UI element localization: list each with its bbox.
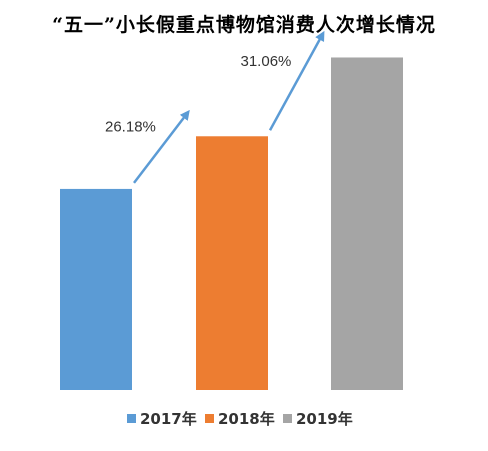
legend-swatch-2	[205, 414, 214, 423]
arrows-layer: 26.18% 31.06%	[105, 30, 325, 184]
legend-label-1: 2017年	[140, 410, 197, 428]
growth-arrow-2	[268, 30, 325, 131]
legend-swatch-1	[127, 414, 136, 423]
legend-label-3: 2019年	[296, 410, 353, 428]
growth-label-2: 31.06%	[241, 53, 292, 70]
growth-arrow-1	[133, 109, 190, 184]
bars-layer	[60, 57, 403, 390]
legend: 2017年 2018年 2019年	[127, 410, 353, 428]
growth-label-1: 26.18%	[105, 119, 156, 136]
bar-3	[331, 57, 403, 390]
bar-2	[196, 136, 268, 390]
legend-label-2: 2018年	[218, 410, 275, 428]
bar-1	[60, 188, 132, 390]
legend-swatch-3	[283, 414, 292, 423]
chart-title: “五一”小长假重点博物馆消费人次增长情况	[52, 14, 436, 36]
